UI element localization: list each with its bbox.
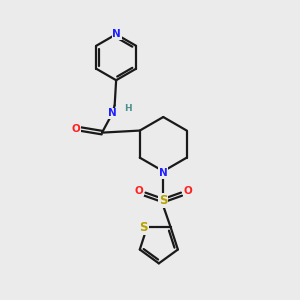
Text: N: N (108, 109, 117, 118)
Text: O: O (184, 186, 192, 196)
Text: N: N (112, 29, 121, 39)
Text: S: S (159, 194, 167, 207)
Text: O: O (71, 124, 80, 134)
Text: N: N (159, 168, 168, 178)
Text: O: O (134, 186, 143, 196)
Text: H: H (124, 104, 131, 113)
Text: S: S (139, 220, 148, 234)
